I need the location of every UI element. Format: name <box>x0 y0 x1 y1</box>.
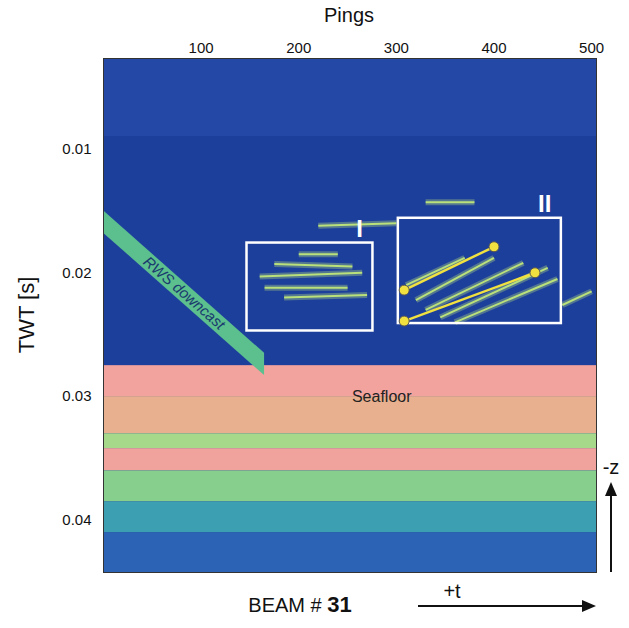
svg-text:0.03: 0.03 <box>62 387 91 404</box>
svg-text:Seafloor: Seafloor <box>352 388 412 405</box>
svg-text:Pings: Pings <box>324 4 374 26</box>
svg-text:200: 200 <box>286 39 311 56</box>
svg-text:300: 300 <box>384 39 409 56</box>
svg-text:0.01: 0.01 <box>62 140 91 157</box>
svg-text:II: II <box>538 190 551 217</box>
svg-text:BEAM # 31: BEAM # 31 <box>248 592 351 617</box>
svg-text:-z: -z <box>603 456 620 478</box>
svg-text:100: 100 <box>189 39 214 56</box>
svg-text:+t: +t <box>443 580 461 602</box>
svg-text:0.02: 0.02 <box>62 264 91 281</box>
svg-text:500: 500 <box>579 39 604 56</box>
svg-text:TWT [s]: TWT [s] <box>14 277 39 354</box>
svg-text:0.04: 0.04 <box>62 511 91 528</box>
svg-text:I: I <box>356 215 363 242</box>
svg-text:400: 400 <box>481 39 506 56</box>
svg-text:RWS downcast: RWS downcast <box>140 253 229 333</box>
